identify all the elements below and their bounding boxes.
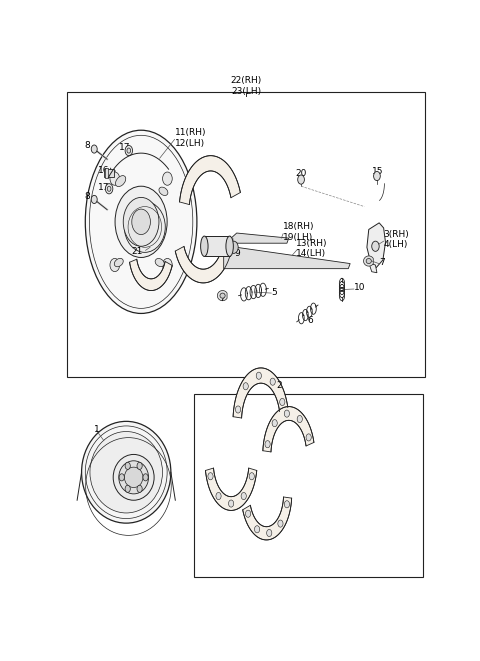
Ellipse shape xyxy=(116,176,126,186)
Circle shape xyxy=(110,258,120,272)
Text: 16: 16 xyxy=(98,167,109,175)
Text: 9: 9 xyxy=(235,249,240,258)
Text: 21: 21 xyxy=(132,247,143,256)
Text: 1: 1 xyxy=(94,425,99,434)
Circle shape xyxy=(372,241,379,251)
Ellipse shape xyxy=(226,236,233,256)
Bar xyxy=(204,236,229,256)
Ellipse shape xyxy=(119,461,148,494)
Polygon shape xyxy=(180,156,240,205)
Text: 18(RH)
19(LH): 18(RH) 19(LH) xyxy=(283,222,315,242)
Text: 13(RH)
14(LH): 13(RH) 14(LH) xyxy=(296,239,328,258)
Polygon shape xyxy=(243,497,292,540)
Circle shape xyxy=(298,175,304,184)
Text: 8: 8 xyxy=(84,141,90,150)
Circle shape xyxy=(208,473,213,480)
Text: 3(RH)
4(LH): 3(RH) 4(LH) xyxy=(384,230,409,249)
Circle shape xyxy=(132,209,150,235)
Text: 2: 2 xyxy=(276,381,282,390)
Circle shape xyxy=(91,196,97,204)
Bar xyxy=(67,92,424,377)
Circle shape xyxy=(91,145,97,153)
Circle shape xyxy=(143,474,148,481)
Text: 22(RH)
23(LH): 22(RH) 23(LH) xyxy=(230,76,262,96)
Polygon shape xyxy=(175,237,233,283)
Text: 17: 17 xyxy=(98,182,109,192)
Ellipse shape xyxy=(113,454,154,500)
Polygon shape xyxy=(231,233,289,243)
Polygon shape xyxy=(205,468,257,510)
Ellipse shape xyxy=(124,202,165,253)
Polygon shape xyxy=(233,368,288,418)
Circle shape xyxy=(254,525,260,533)
Circle shape xyxy=(125,485,130,492)
Text: 6: 6 xyxy=(307,315,313,325)
Circle shape xyxy=(284,410,289,417)
Ellipse shape xyxy=(220,293,225,298)
Polygon shape xyxy=(369,262,377,273)
Text: 11(RH)
12(LH): 11(RH) 12(LH) xyxy=(175,128,207,147)
Circle shape xyxy=(216,492,221,500)
Circle shape xyxy=(272,420,277,427)
Circle shape xyxy=(119,474,124,481)
Circle shape xyxy=(266,529,272,537)
Ellipse shape xyxy=(114,258,123,267)
Polygon shape xyxy=(367,223,385,268)
Circle shape xyxy=(115,186,167,258)
Polygon shape xyxy=(263,407,314,452)
Ellipse shape xyxy=(90,432,163,513)
Circle shape xyxy=(137,462,142,469)
Ellipse shape xyxy=(201,236,208,256)
Ellipse shape xyxy=(82,421,171,523)
Circle shape xyxy=(125,145,132,156)
Circle shape xyxy=(229,241,238,253)
Circle shape xyxy=(265,441,270,447)
Circle shape xyxy=(163,172,172,185)
Ellipse shape xyxy=(124,467,143,488)
Circle shape xyxy=(163,258,172,272)
Circle shape xyxy=(297,416,302,422)
Circle shape xyxy=(228,500,234,507)
Circle shape xyxy=(137,485,142,492)
Polygon shape xyxy=(363,256,373,266)
Circle shape xyxy=(107,186,111,191)
Text: 10: 10 xyxy=(354,284,365,293)
Text: 8: 8 xyxy=(84,192,90,201)
Polygon shape xyxy=(217,291,227,301)
Circle shape xyxy=(373,171,380,180)
Ellipse shape xyxy=(155,258,164,266)
Circle shape xyxy=(270,378,276,385)
Circle shape xyxy=(280,399,285,406)
Circle shape xyxy=(123,198,159,247)
Text: 7: 7 xyxy=(379,258,384,267)
Circle shape xyxy=(127,148,131,153)
Circle shape xyxy=(278,520,283,527)
Circle shape xyxy=(110,172,120,185)
Circle shape xyxy=(125,462,130,469)
Circle shape xyxy=(241,492,246,500)
Circle shape xyxy=(284,501,289,508)
Text: 17: 17 xyxy=(120,143,131,151)
Circle shape xyxy=(236,406,240,413)
Ellipse shape xyxy=(159,187,168,196)
Circle shape xyxy=(306,434,311,441)
Text: 15: 15 xyxy=(372,167,384,176)
Bar xyxy=(194,394,423,577)
Text: 5: 5 xyxy=(271,288,277,297)
Text: 7: 7 xyxy=(219,293,225,303)
Ellipse shape xyxy=(366,258,372,264)
Bar xyxy=(105,168,108,178)
Circle shape xyxy=(256,372,262,379)
Polygon shape xyxy=(130,259,172,291)
Circle shape xyxy=(106,184,113,194)
Polygon shape xyxy=(224,247,350,268)
Bar xyxy=(104,169,114,177)
Text: 20: 20 xyxy=(295,169,307,178)
Circle shape xyxy=(245,510,251,518)
Ellipse shape xyxy=(85,130,197,313)
Circle shape xyxy=(249,473,254,480)
Circle shape xyxy=(243,383,248,390)
